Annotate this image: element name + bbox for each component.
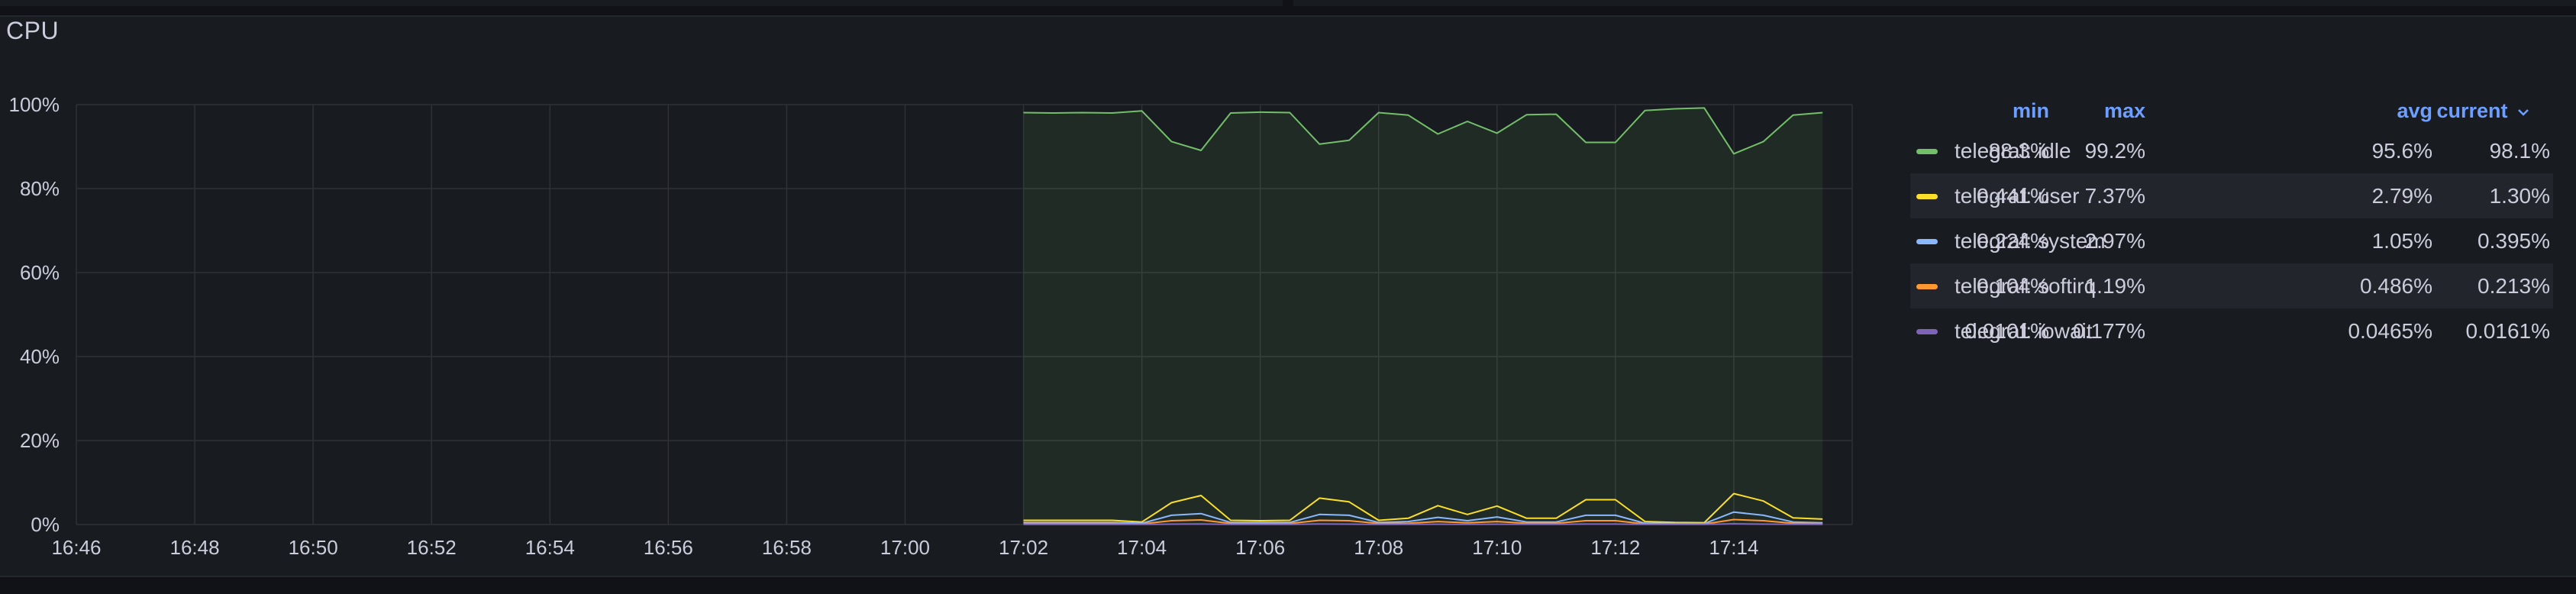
series-name[interactable]: telegraf: softirq: [1955, 274, 2097, 298]
y-tick-label: 100%: [9, 93, 60, 116]
value-max: 2.97%: [2084, 229, 2145, 253]
series-name[interactable]: telegraf: iowait: [1955, 319, 2093, 343]
legend-header: min max avg current: [1910, 82, 2553, 128]
x-tick-label: 17:00: [880, 536, 930, 559]
x-tick-label: 17:02: [999, 536, 1048, 559]
panel-title[interactable]: CPU: [6, 17, 60, 44]
series-color-swatch: [1916, 284, 1938, 289]
legend-header-current-label: current: [2436, 99, 2508, 122]
value-min: 0.224%: [1977, 229, 2049, 253]
chevron-down-icon: [2518, 108, 2529, 116]
series-line: [1023, 107, 1823, 155]
x-tick-label: 17:04: [1117, 536, 1167, 559]
value-avg: 1.05%: [2371, 229, 2432, 253]
y-tick-label: 20%: [20, 429, 60, 452]
legend-row[interactable]: telegraf: iowait 0.0101% 0.177% 0.0465% …: [1910, 308, 2553, 353]
value-max: 1.19%: [2084, 274, 2145, 298]
series-name[interactable]: telegraf: user: [1955, 184, 2080, 208]
x-tick-label: 16:50: [289, 536, 338, 559]
value-min: 88.3%: [1988, 139, 2049, 163]
x-tick-label: 16:46: [51, 536, 101, 559]
legend-row[interactable]: telegraf: softirq 0.104% 1.19% 0.486% 0.…: [1910, 263, 2553, 308]
series-line: [1023, 492, 1823, 524]
legend-header-min[interactable]: min: [2012, 99, 2049, 122]
value-current: 0.0161%: [2465, 319, 2550, 343]
x-tick-label: 16:56: [644, 536, 693, 559]
series-area-fill: [1023, 108, 1823, 525]
series-color-swatch: [1916, 149, 1938, 154]
legend-row[interactable]: telegraf: idle 88.3% 99.2% 95.6% 98.1%: [1910, 128, 2553, 173]
value-avg: 2.79%: [2371, 184, 2432, 208]
value-avg: 0.0465%: [2348, 319, 2432, 343]
legend-header-current[interactable]: current: [2436, 99, 2530, 123]
value-min: 0.0101%: [1964, 319, 2049, 343]
value-current: 0.213%: [2478, 274, 2550, 298]
y-tick-label: 80%: [20, 177, 60, 200]
legend-header-max[interactable]: max: [2103, 99, 2145, 122]
x-tick-label: 17:14: [1709, 536, 1758, 559]
value-avg: 0.486%: [2360, 274, 2432, 298]
legend-row[interactable]: telegraf: user 0.441% 7.37% 2.79% 1.30%: [1910, 173, 2553, 218]
dashboard-bottom-strip: [0, 580, 2576, 594]
x-tick-label: 17:06: [1235, 536, 1285, 559]
x-axis-ticks: 16:46 16:48 16:50 16:52 16:54 16:56 16:58 17:00…: [51, 536, 1758, 559]
chart-grid: [76, 104, 1853, 525]
series-line: [1023, 523, 1823, 525]
x-tick-label: 16:52: [407, 536, 457, 559]
x-tick-label: 16:48: [170, 536, 220, 559]
value-avg: 95.6%: [2371, 139, 2432, 163]
value-current: 1.30%: [2489, 184, 2550, 208]
chart-lines: [1023, 107, 1823, 525]
x-tick-label: 16:58: [762, 536, 812, 559]
value-min: 0.104%: [1977, 274, 2049, 298]
series-name[interactable]: telegraf: idle: [1955, 139, 2071, 163]
x-tick-label: 16:54: [525, 536, 575, 559]
series-name[interactable]: telegraf: system: [1955, 229, 2106, 253]
value-max: 99.2%: [2084, 139, 2145, 163]
series-color-swatch: [1916, 329, 1938, 334]
y-tick-label: 40%: [20, 345, 60, 368]
value-max: 0.177%: [2073, 319, 2145, 343]
series-color-swatch: [1916, 194, 1938, 199]
y-tick-label: 60%: [20, 261, 60, 284]
chart-fill: [1023, 108, 1823, 525]
x-tick-label: 17:08: [1354, 536, 1403, 559]
value-current: 98.1%: [2489, 139, 2550, 163]
legend-row[interactable]: telegraf: system 0.224% 2.97% 1.05% 0.39…: [1910, 218, 2553, 263]
x-tick-label: 17:10: [1472, 536, 1522, 559]
y-axis-ticks: 0% 20% 40% 60% 80% 100%: [9, 93, 60, 536]
cpu-time-series-chart[interactable]: 0%20%40%60%80%100% 16:46 16:48 16:50 16:52 1…: [0, 0, 1893, 594]
panel-gap: [1283, 0, 1293, 6]
value-min: 0.441%: [1977, 184, 2049, 208]
x-tick-label: 17:12: [1590, 536, 1640, 559]
legend-header-avg[interactable]: avg: [2397, 99, 2432, 122]
value-current: 0.395%: [2478, 229, 2550, 253]
dashboard-top-strip: [0, 0, 2576, 6]
legend-table: min max avg current telegraf: idle 88.3%…: [1910, 82, 2553, 353]
series-color-swatch: [1916, 239, 1938, 244]
value-max: 7.37%: [2084, 184, 2145, 208]
y-tick-label: 0%: [31, 513, 60, 536]
